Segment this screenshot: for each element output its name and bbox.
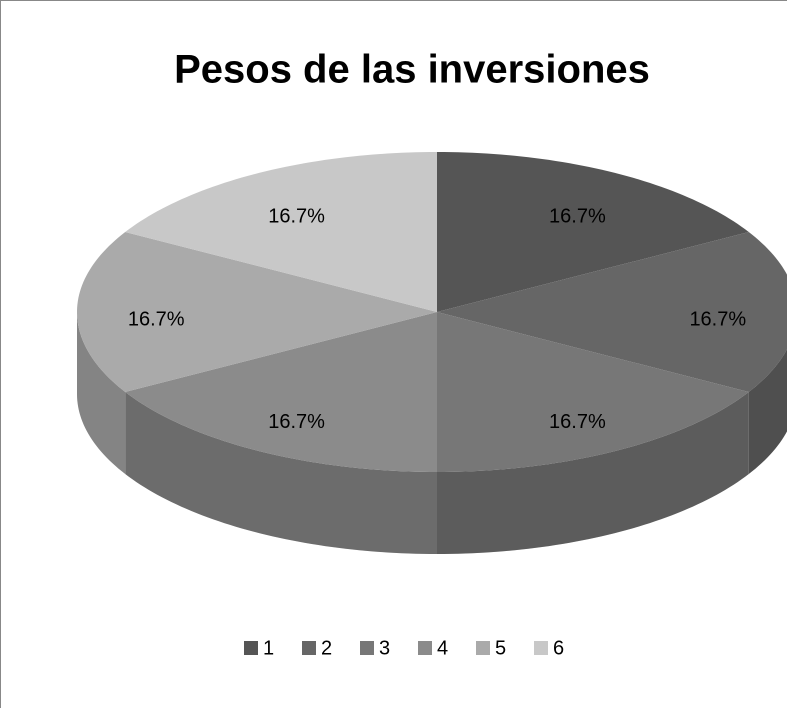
legend-swatch — [244, 641, 258, 655]
data-label: 16.7% — [689, 308, 746, 330]
slice — [125, 312, 437, 472]
legend-label: 2 — [321, 637, 332, 659]
data-label: 16.7% — [549, 206, 606, 228]
slice — [437, 232, 787, 392]
data-label: 16.7% — [268, 411, 325, 433]
legend-swatch — [534, 641, 548, 655]
slice-side — [125, 392, 437, 554]
legend-label: 3 — [379, 637, 390, 659]
legend-swatch — [302, 641, 316, 655]
legend-label: 6 — [553, 637, 564, 659]
slice-side-shade — [125, 392, 437, 554]
slice-side-shade — [437, 392, 749, 554]
legend-swatch — [418, 641, 432, 655]
slice-side-shade — [77, 312, 126, 474]
data-label: 16.7% — [549, 411, 606, 433]
legend-label: 4 — [437, 637, 448, 659]
data-label: 16.7% — [128, 308, 185, 330]
slice — [125, 152, 437, 312]
slice — [437, 312, 749, 472]
slice — [437, 152, 749, 312]
chart-title: Pesos de las inversiones — [174, 48, 650, 92]
slice-side — [77, 312, 126, 474]
legend-label: 1 — [263, 637, 274, 659]
slice-side-shade — [748, 349, 787, 474]
data-label: 16.7% — [268, 206, 325, 228]
legend-swatch — [476, 641, 490, 655]
slice-side — [748, 349, 787, 474]
slice — [77, 232, 437, 392]
slice-side — [437, 392, 749, 554]
legend-label: 5 — [495, 637, 506, 659]
legend-swatch — [360, 641, 374, 655]
